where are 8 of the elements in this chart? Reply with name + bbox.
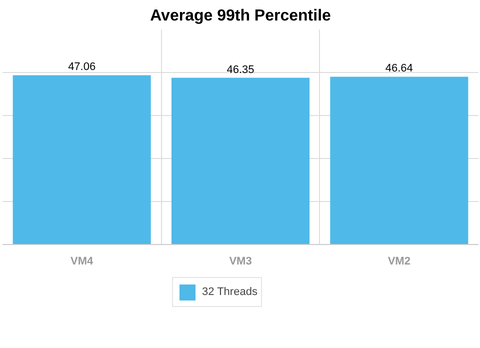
- x-tick-label: VM4: [70, 256, 94, 268]
- x-tick-label: VM2: [388, 256, 410, 268]
- x-tick-label: VM3: [229, 256, 252, 268]
- data-label: 46.64: [385, 62, 413, 75]
- legend-label: 32 Threads: [202, 286, 258, 298]
- data-label: 46.35: [226, 64, 254, 76]
- data-label: 47.06: [68, 61, 96, 74]
- chart-title: Average 99th Percentile: [150, 8, 332, 24]
